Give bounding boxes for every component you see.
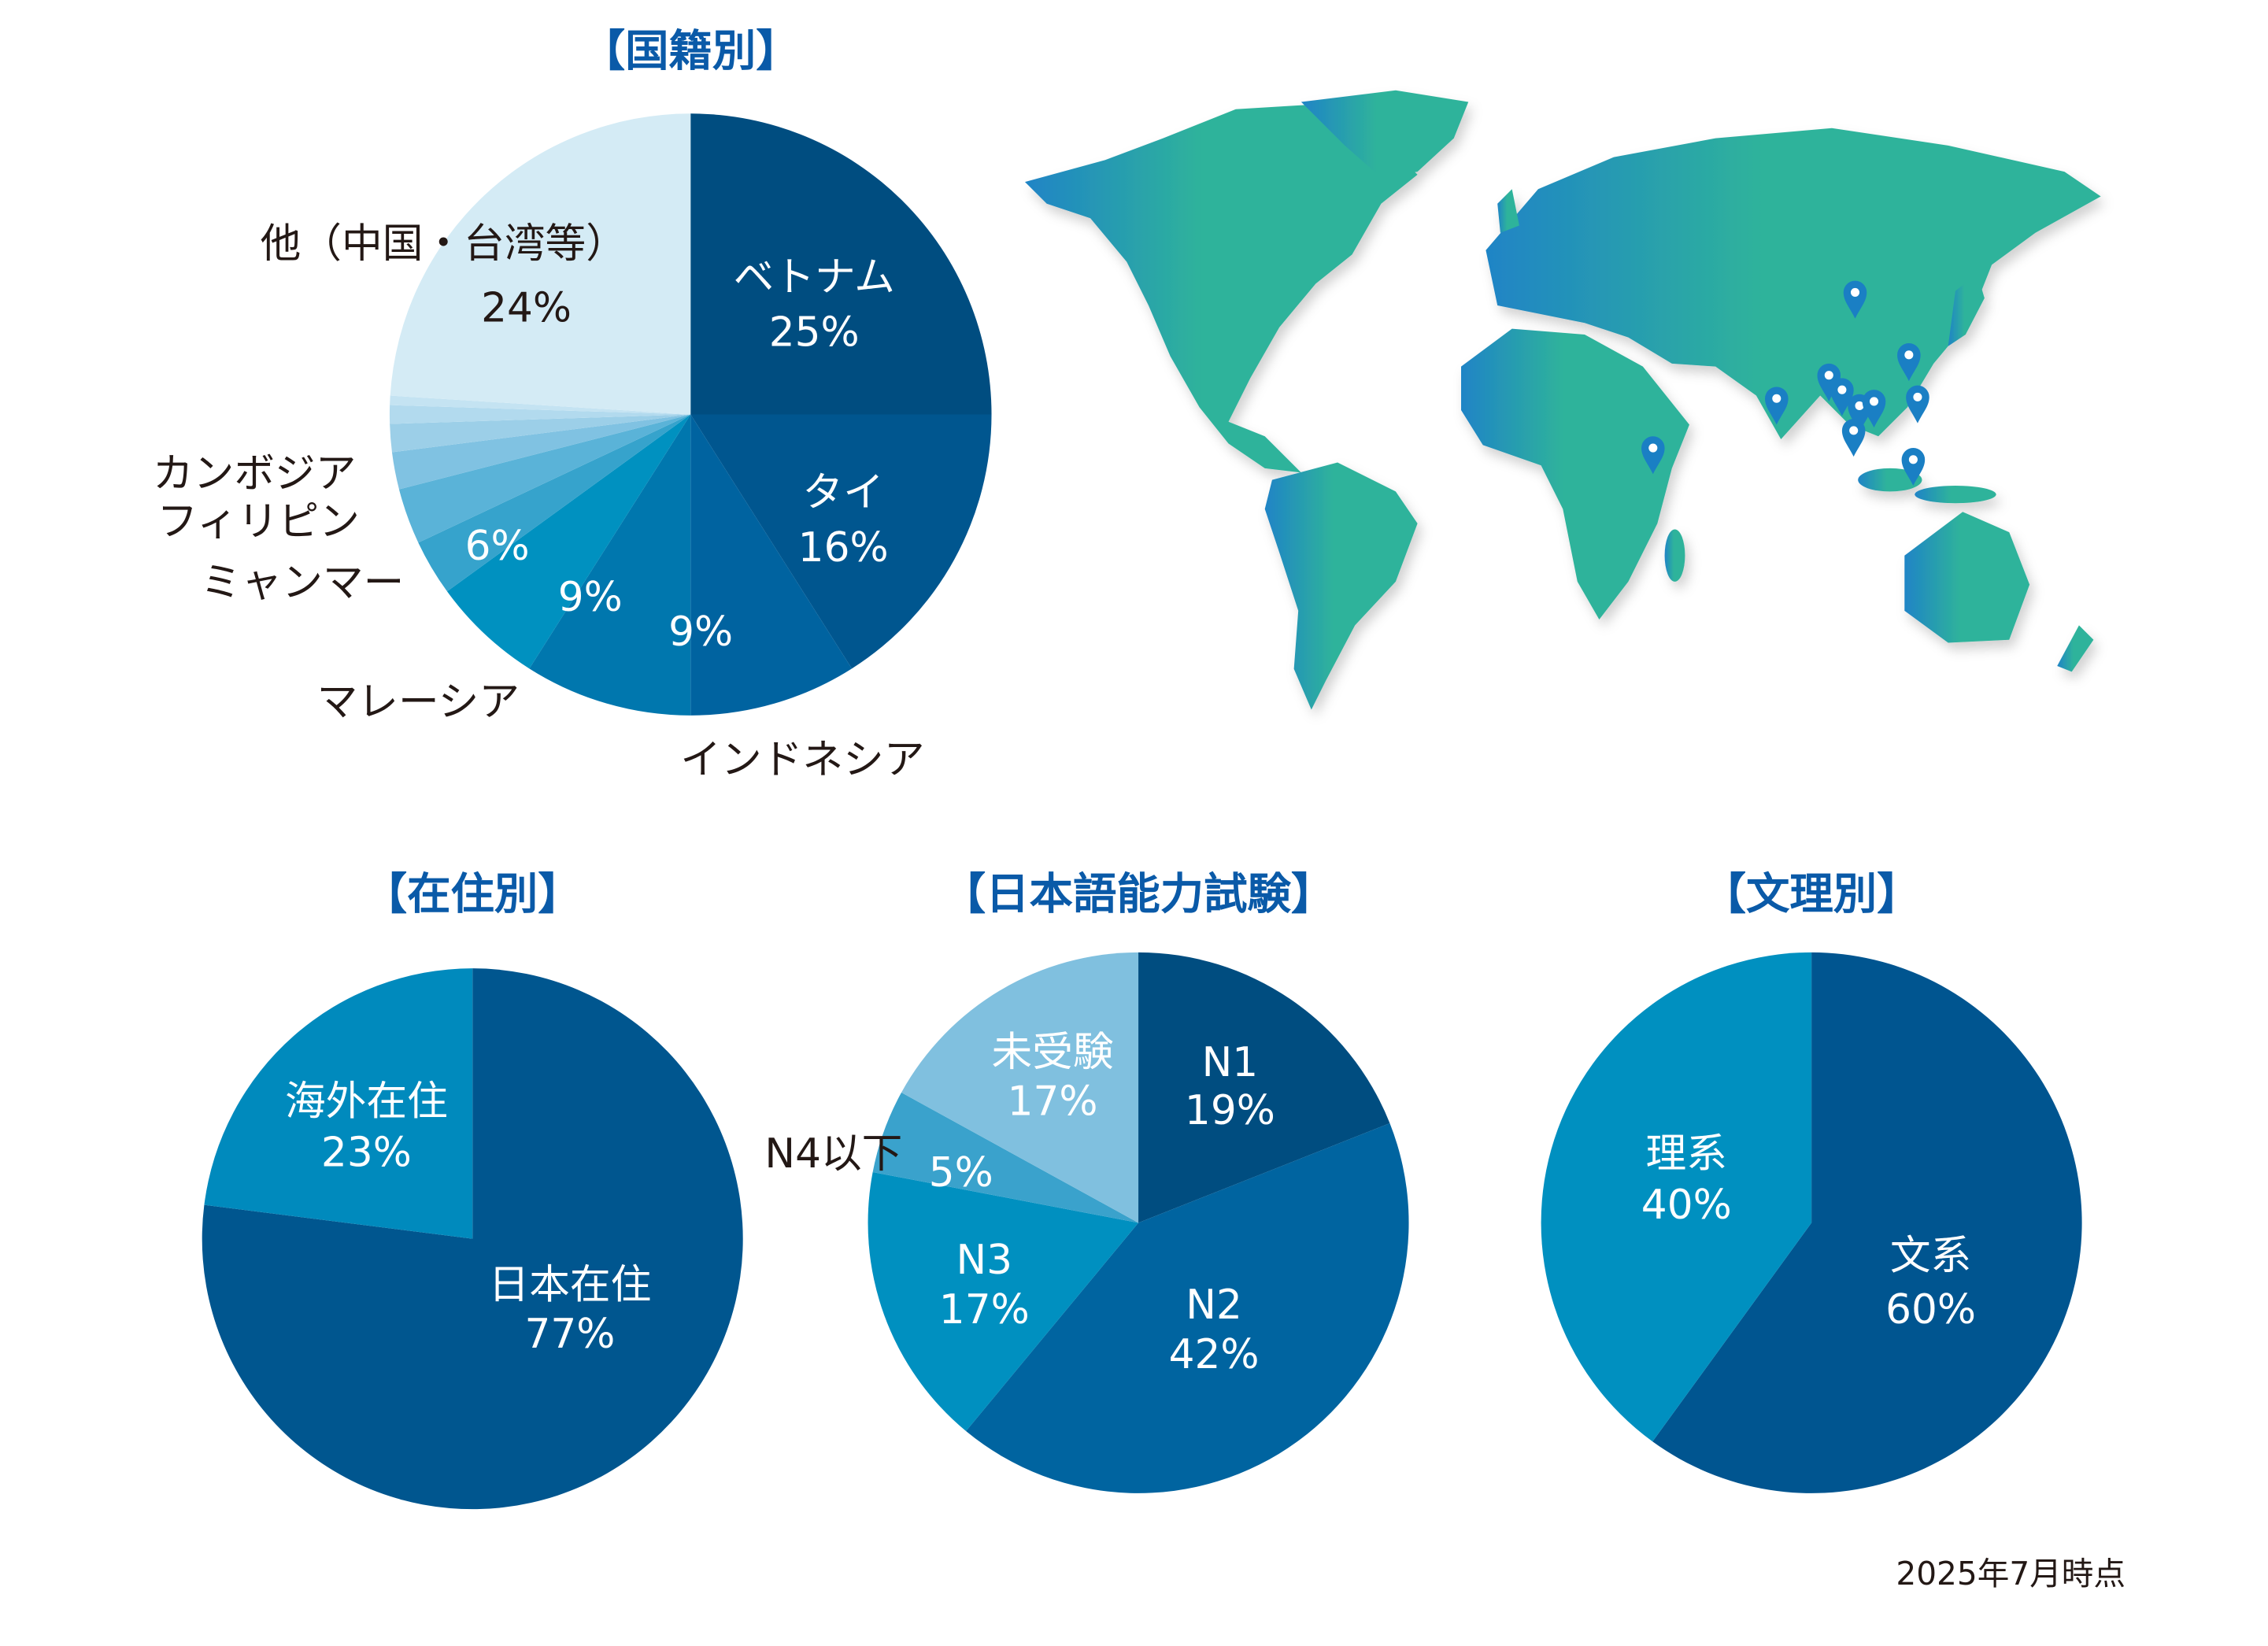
map-pin-dot: [1913, 392, 1922, 401]
major-title: 【文理別】: [1703, 869, 1921, 919]
map-pin-icon: [1817, 363, 1841, 401]
label-science: 理系: [1646, 1130, 1727, 1178]
map-pin-dot: [1869, 397, 1879, 406]
map-pin-dot: [1837, 385, 1847, 394]
map-pin-icon: [1841, 419, 1866, 457]
label-n3: N3: [956, 1237, 1012, 1284]
nationality-title: 【国籍別】: [582, 26, 800, 76]
pie-slice: [389, 405, 691, 424]
australia: [1904, 512, 2030, 643]
map-pin-dot: [1648, 443, 1658, 453]
pie-slice-0: [202, 968, 743, 1510]
label-humanities: 文系: [1890, 1232, 1971, 1279]
pie-slice-3: [529, 414, 691, 716]
label-overseas: 海外在住: [285, 1078, 448, 1126]
label-thailand: タイ: [802, 469, 883, 516]
map-pin-icon: [1862, 390, 1886, 428]
new-zealand: [2057, 625, 2094, 672]
value-humanities: 60%: [1885, 1286, 1976, 1333]
map-pin-icon: [1843, 280, 1867, 319]
value-n1: 19%: [1185, 1087, 1275, 1134]
pie-slice-0: [1138, 952, 1390, 1223]
label-philippines: フィリピン: [157, 498, 359, 546]
label-n2: N2: [1186, 1282, 1242, 1329]
pie-slice-4: [446, 414, 691, 669]
pie-slice: [391, 414, 691, 490]
pie-slice-5: [418, 414, 691, 592]
residence-pie: [202, 968, 743, 1510]
value-myanmar: 6%: [465, 523, 530, 570]
map-pin-icon: [1641, 436, 1665, 475]
map-pin-dot: [1850, 287, 1860, 297]
value-vietnam: 25%: [769, 309, 860, 357]
label-not-taken: 未受験: [992, 1029, 1114, 1076]
as-of-date: 2025年7月時点: [1896, 1555, 2126, 1592]
value-n3: 17%: [939, 1286, 1030, 1333]
label-other: 他（中国・台湾等）: [261, 220, 627, 268]
pie-slice-4: [901, 952, 1139, 1223]
pie-slice-3: [872, 1092, 1139, 1223]
madagascar: [1664, 529, 1685, 582]
value-n4: 5%: [929, 1149, 993, 1197]
pie-slice-2: [690, 414, 853, 716]
map-pin-dot: [1824, 371, 1833, 380]
pie-slice-1: [690, 414, 992, 669]
label-n1: N1: [1202, 1039, 1259, 1086]
pie-slice-1: [966, 1123, 1409, 1493]
eurasia: [1485, 128, 2101, 439]
map-pin-dot: [1908, 455, 1918, 464]
value-indonesia: 9%: [668, 608, 733, 656]
map-pin-icon: [1901, 448, 1926, 486]
pie-slice-0: [690, 113, 992, 415]
value-science: 40%: [1641, 1182, 1732, 1229]
pie-slice: [390, 395, 691, 415]
label-indonesia: インドネシア: [680, 737, 924, 784]
label-myanmar: ミャンマー: [201, 559, 405, 606]
map-pin-icon: [1906, 385, 1929, 424]
japan: [1948, 273, 1985, 346]
label-japan: 日本在住: [489, 1261, 652, 1308]
label-n4: N4以下: [764, 1130, 902, 1178]
value-thailand: 16%: [798, 524, 889, 571]
north-america: [1024, 105, 1418, 473]
label-malaysia: マレーシア: [317, 679, 520, 726]
label-cambodia: カンボジア: [153, 450, 357, 497]
greenland: [1300, 90, 1469, 178]
map-pin-dot: [1772, 394, 1781, 403]
pie-slice-2: [868, 1172, 1139, 1432]
value-overseas: 23%: [321, 1129, 412, 1176]
residence-title: 【在住別】: [364, 869, 582, 919]
africa: [1461, 328, 1689, 620]
world-map: [1024, 90, 2101, 710]
value-n2: 42%: [1169, 1331, 1260, 1378]
map-pins: [1641, 280, 1929, 486]
pie-slice-1: [204, 968, 473, 1239]
pie-slice: [390, 414, 691, 453]
map-pin-icon: [1830, 378, 1854, 416]
map-pin-dot: [1855, 401, 1864, 411]
value-malaysia: 9%: [558, 574, 623, 621]
south-america: [1264, 462, 1418, 710]
indonesia-islands: [1915, 486, 1996, 504]
value-japan: 77%: [524, 1311, 615, 1358]
jlpt-title: 【日本語能力試験】: [942, 869, 1335, 919]
nationality-pie: [389, 113, 992, 716]
pie-slice-6: [398, 414, 691, 543]
uk: [1497, 189, 1519, 233]
major-pie: [1541, 952, 2082, 1493]
map-pin-dot: [1904, 350, 1914, 360]
pie-slice-11: [390, 113, 691, 415]
map-pin-icon: [1897, 343, 1921, 382]
pie-slice-0: [1652, 952, 2082, 1493]
jlpt-pie: [868, 952, 1409, 1493]
indonesia-islands: [1858, 468, 1922, 492]
value-not-taken: 17%: [1008, 1078, 1098, 1126]
pie-slice-1: [1541, 952, 1812, 1442]
value-other: 24%: [481, 284, 572, 331]
map-pin-icon: [1765, 387, 1789, 425]
map-pin-dot: [1849, 426, 1859, 435]
label-vietnam: ベトナム: [734, 254, 895, 301]
